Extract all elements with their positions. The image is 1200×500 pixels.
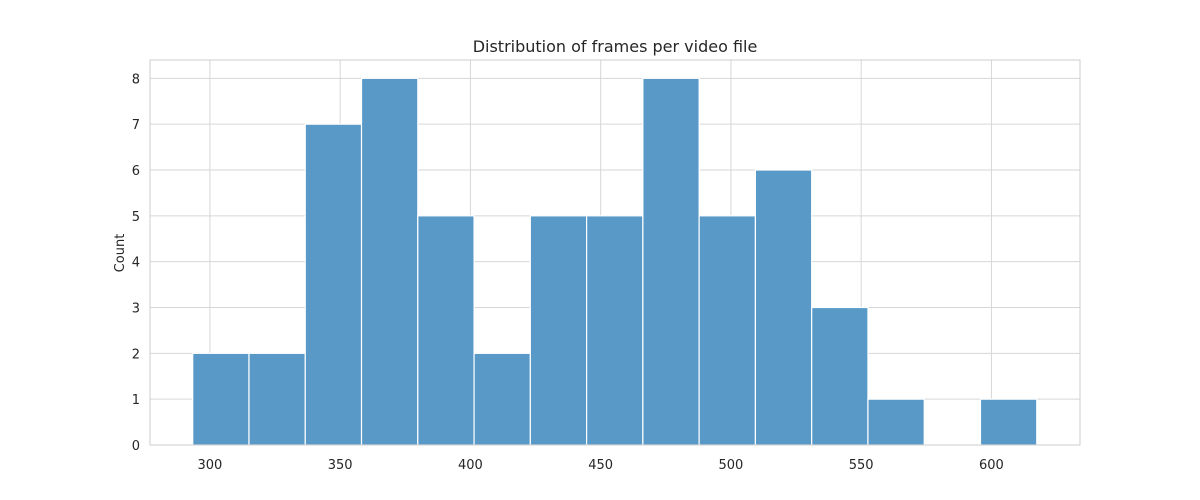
histogram-bar-3: [360, 77, 419, 446]
histogram-bar-10: [754, 169, 813, 446]
y-axis-label: Count: [113, 234, 128, 273]
x-tick-label-1: 350: [328, 458, 353, 473]
chart-title: Distribution of frames per video file: [473, 37, 758, 56]
x-tick-label-4: 500: [719, 458, 744, 473]
y-tick-label-4: 4: [132, 256, 140, 271]
histogram-bar-14: [979, 398, 1038, 446]
y-tick-label-5: 5: [132, 210, 140, 225]
histogram-bar-1: [248, 352, 306, 446]
histogram-bar-7: [586, 215, 644, 446]
histogram-bar-5: [473, 352, 531, 446]
histogram-bar-12: [867, 398, 925, 446]
histogram-bar-2: [304, 123, 363, 446]
y-tick-label-3: 3: [132, 302, 140, 317]
histogram-bar-8: [642, 77, 700, 446]
y-axis-ticks: 0 1 2 3 4 5 6 7 8: [132, 72, 140, 454]
y-tick-label-2: 2: [132, 347, 140, 362]
histogram-bar-4: [417, 215, 475, 446]
y-tick-label-1: 1: [132, 393, 140, 408]
histogram-bar-11: [811, 306, 869, 446]
y-tick-label-0: 0: [132, 439, 140, 454]
y-tick-label-6: 6: [132, 164, 140, 179]
x-tick-label-3: 450: [588, 458, 613, 473]
histogram-bar-0: [192, 352, 250, 446]
x-axis-ticks: 300 350 400 450 500 550 600: [198, 458, 1004, 473]
histogram-bars: [192, 77, 1038, 446]
plot-frame: [149, 59, 1081, 446]
x-tick-label-6: 600: [979, 458, 1004, 473]
y-tick-label-8: 8: [132, 72, 140, 87]
y-tick-label-7: 7: [132, 118, 140, 133]
x-tick-label-5: 550: [849, 458, 874, 473]
histogram-bar-9: [698, 215, 757, 446]
histogram-bar-6: [529, 215, 588, 446]
x-tick-label-0: 300: [198, 458, 223, 473]
x-tick-label-2: 400: [458, 458, 483, 473]
